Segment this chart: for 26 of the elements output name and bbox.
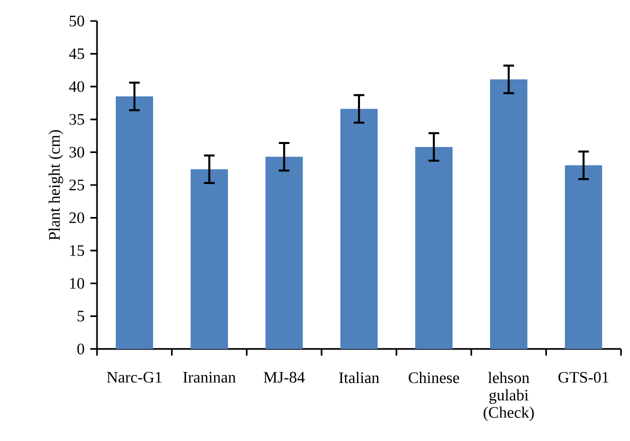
bar xyxy=(190,169,228,349)
y-tick-label: 40 xyxy=(69,81,84,92)
y-tick-label: 30 xyxy=(70,146,84,158)
x-tick-label: lehson gulabi (Check) xyxy=(484,372,534,422)
y-tick-label: 45 xyxy=(69,48,84,60)
y-tick-label: 15 xyxy=(70,245,84,256)
y-tick-label: 50 xyxy=(70,16,84,26)
y-tick-label: 5 xyxy=(78,310,84,322)
bar xyxy=(265,156,303,349)
x-tick-label: Italian xyxy=(339,372,380,384)
bar xyxy=(564,165,602,349)
x-tick-label: Iraninan xyxy=(183,372,236,383)
bar xyxy=(340,108,378,349)
bar xyxy=(116,96,154,349)
bar xyxy=(490,79,528,349)
bar xyxy=(415,146,453,349)
y-tick-label: 25 xyxy=(69,180,84,190)
x-tick-label: MJ-84 xyxy=(264,372,305,383)
y-tick-label: 20 xyxy=(69,212,84,224)
y-axis-title: Plant height (cm) xyxy=(48,130,64,240)
y-tick-label: 35 xyxy=(70,114,84,125)
y-tick-label: 10 xyxy=(70,278,84,289)
x-tick-label: GTS-01 xyxy=(558,372,608,383)
x-tick-label: Chinese xyxy=(408,372,460,384)
x-tick-label: Narc-G1 xyxy=(106,372,162,383)
y-tick-label: 0 xyxy=(77,344,84,354)
